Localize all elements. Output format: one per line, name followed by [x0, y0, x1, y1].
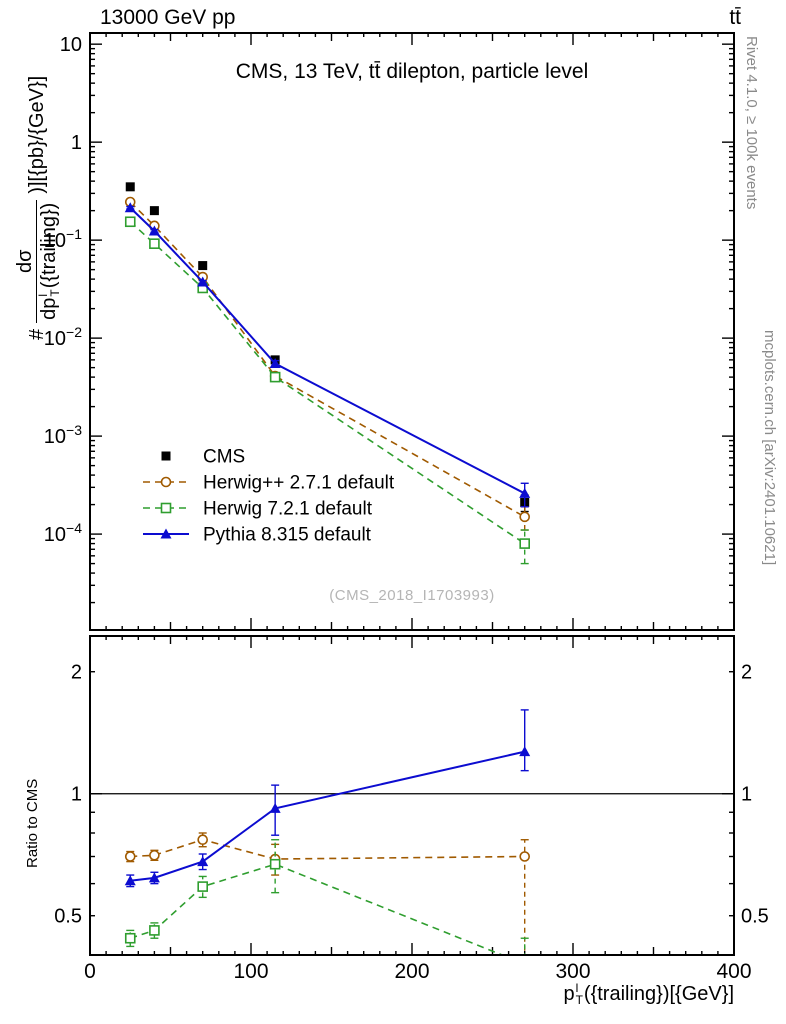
data-point	[519, 538, 531, 549]
ratio-y-tick-label: 0.5	[54, 906, 82, 928]
x-tick-label: 400	[716, 960, 751, 983]
process-label: tt̄	[729, 6, 741, 29]
series-pythia-8-315-default	[124, 709, 531, 888]
data-point	[124, 202, 136, 213]
legend-label: Herwig 7.2.1 default	[203, 499, 373, 520]
series-line	[130, 750, 525, 882]
y-tick-label: 1	[71, 132, 82, 154]
data-point	[197, 834, 208, 846]
y-tick-label: 10−4	[44, 520, 82, 546]
analysis-watermark: (CMS_2018_I1703993)	[329, 587, 495, 604]
ratio-y-tick-label: 0.5	[741, 906, 769, 928]
data-point	[198, 261, 208, 271]
data-point	[161, 451, 171, 461]
legend-item: Herwig++ 2.7.1 default	[143, 473, 395, 494]
legend: CMS Herwig++ 2.7.1 default Herwig 7.2.1 de…	[143, 447, 395, 546]
data-point	[519, 746, 531, 757]
main-panel-frame	[89, 32, 735, 631]
data-point	[149, 206, 159, 216]
legend-label: Herwig++ 2.7.1 default	[203, 473, 395, 494]
ratio-y-tick-label: 1	[741, 784, 752, 806]
xlabel-sup: l	[575, 981, 579, 995]
legend-label: CMS	[203, 447, 245, 468]
data-point	[269, 802, 281, 813]
data-point	[149, 238, 160, 249]
data-point	[519, 511, 531, 523]
series-line	[130, 863, 505, 955]
xlabel-supsub: l T	[576, 982, 583, 1006]
ratio-y-tick-label: 2	[741, 662, 752, 684]
data-point	[520, 960, 529, 969]
data-point	[269, 371, 281, 383]
x-tick-label: 300	[555, 960, 590, 983]
data-point	[160, 502, 172, 514]
series-herwig-7-2-1-default	[124, 216, 531, 565]
data-point	[149, 925, 160, 936]
ratio-y-tick-label: 2	[71, 662, 82, 684]
beam-energy-label: 13000 GeV pp	[100, 6, 236, 29]
legend-item: Pythia 8.315 default	[143, 525, 372, 546]
data-point	[519, 487, 531, 498]
data-point	[269, 858, 281, 870]
series-line	[130, 838, 525, 860]
data-point	[148, 872, 160, 883]
data-point	[197, 881, 208, 892]
x-tick-label: 100	[233, 960, 268, 983]
series-cms	[125, 182, 530, 513]
x-axis-label: p l T ({trailing})[{GeV}]	[563, 982, 734, 1006]
ratio-y-tick-label: 1	[71, 784, 82, 806]
series-pythia-8-315-default	[124, 202, 531, 508]
data-point	[149, 849, 160, 861]
plot-title: CMS, 13 TeV, tt̄ dilepton, particle leve…	[235, 60, 589, 83]
data-point	[124, 875, 136, 886]
y-tick-label: 10−1	[44, 226, 82, 252]
y-tick-label: 10−2	[44, 324, 82, 350]
xlabel-rest: ({trailing})[{GeV}]	[583, 982, 734, 1005]
ratio-panel-frame	[89, 635, 735, 956]
series-line	[129, 221, 526, 545]
data-point	[197, 856, 209, 867]
xlabel-sub: T	[575, 993, 583, 1007]
series-herwig-2-7-1-default	[124, 832, 531, 955]
data-point	[519, 851, 531, 862]
data-point	[124, 851, 136, 862]
data-point	[160, 476, 172, 488]
series-herwig-7-2-1-default	[124, 839, 529, 969]
data-point	[124, 216, 136, 228]
series-line	[129, 201, 526, 518]
y-tick-label: 10−3	[44, 422, 82, 448]
data-point	[124, 932, 136, 944]
xlabel-base: p	[563, 982, 575, 1005]
data-point	[269, 358, 281, 369]
data-point	[160, 528, 172, 539]
main-panel: 10−4 10−3 10−2 10−1 1 10	[44, 32, 735, 631]
legend-item: Herwig 7.2.1 default	[143, 499, 373, 520]
x-tick-label: 0	[84, 960, 96, 983]
x-tick-label: 200	[394, 960, 429, 983]
series-line	[129, 207, 526, 495]
y-tick-label: 10	[60, 34, 82, 56]
data-point	[125, 182, 135, 192]
ratio-panel: 0.5 0.5 1 1 2 2 0 100 200 300 400	[54, 635, 769, 983]
data-point	[148, 225, 160, 236]
legend-item: CMS	[161, 447, 245, 468]
legend-label: Pythia 8.315 default	[203, 525, 372, 546]
data-point	[197, 276, 209, 287]
